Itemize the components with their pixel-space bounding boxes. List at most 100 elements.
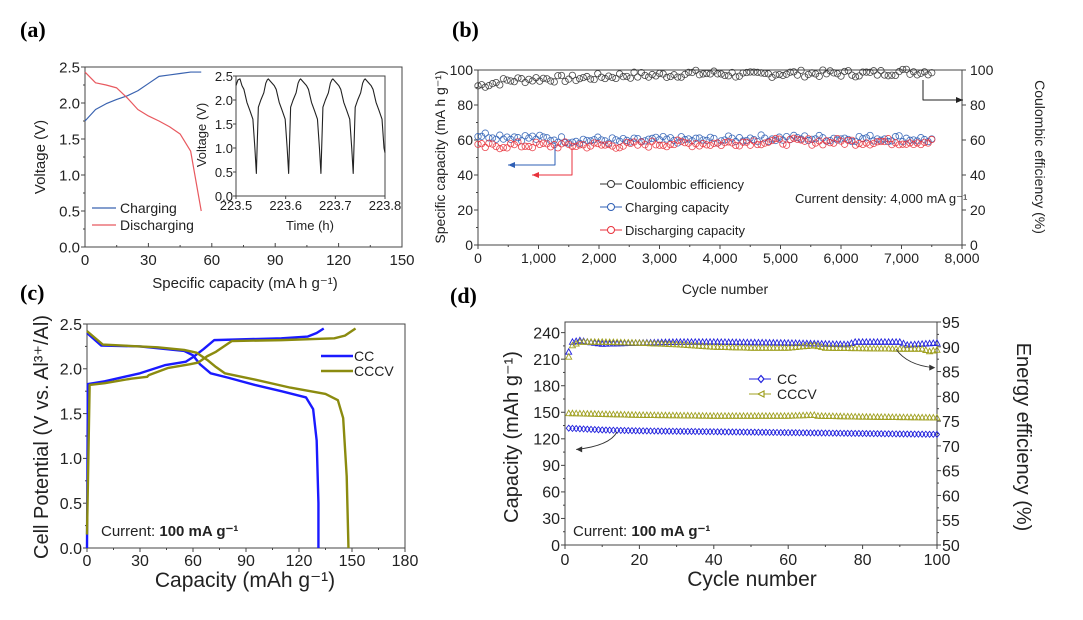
data-point [695, 142, 704, 150]
data-point [721, 136, 729, 144]
data-point [488, 140, 497, 148]
data-point [829, 339, 837, 347]
data-point [485, 82, 493, 90]
data-point [743, 411, 752, 419]
y2-tick-label: 80 [970, 97, 986, 113]
charging-arrow [508, 145, 556, 166]
data-point [877, 137, 885, 146]
x-tick-label: 90 [237, 553, 255, 570]
data-point [532, 135, 540, 143]
series-discharging-capacity [474, 134, 936, 153]
data-point [881, 413, 889, 420]
data-point [892, 337, 900, 345]
data-point [806, 341, 815, 349]
data-point [903, 413, 911, 421]
data-point [862, 139, 871, 147]
data-point [743, 136, 751, 145]
data-point [782, 70, 791, 78]
data-point [913, 139, 921, 147]
data-point [525, 75, 533, 83]
data-point [612, 74, 620, 83]
data-point [717, 343, 725, 350]
data-point [713, 70, 722, 78]
legend-label: Discharging capacity [625, 223, 745, 238]
inset-frame [235, 75, 386, 197]
data-point [631, 410, 640, 418]
data-point [896, 344, 904, 352]
data-point [830, 139, 838, 147]
data-point [928, 69, 936, 77]
chart-d: 0 20 40 60 80 100 0 30 60 90 120 150 180 210 240 50 55 60… [501, 315, 1034, 591]
data-point [663, 135, 671, 143]
data-point [648, 70, 656, 79]
data-point [761, 69, 769, 78]
data-point [676, 340, 685, 348]
y-tick-label: 20 [457, 202, 473, 218]
inset-x-tick-label: 223.7 [319, 198, 352, 213]
data-point [925, 339, 934, 347]
data-point [822, 137, 831, 145]
data-point [568, 409, 577, 417]
data-point [768, 136, 776, 145]
y-tick-label: 40 [457, 167, 473, 183]
data-point [691, 411, 699, 419]
data-point [826, 139, 834, 147]
data-point [587, 409, 595, 417]
data-point [895, 141, 903, 149]
data-point [680, 340, 688, 348]
data-point [579, 135, 587, 143]
data-point [907, 344, 915, 352]
data-point [557, 133, 566, 141]
data-point [617, 410, 625, 418]
data-point [899, 140, 907, 148]
data-point [669, 340, 677, 348]
x-axis-label: Cycle number [682, 281, 769, 297]
data-point [743, 343, 752, 351]
data-point [870, 344, 878, 352]
data-point [657, 411, 666, 419]
data-point [485, 139, 493, 147]
data-point [747, 411, 755, 419]
data-point [793, 135, 802, 143]
data-point [762, 343, 770, 351]
inset-x-tick-label: 223.8 [369, 198, 402, 213]
data-point [933, 430, 941, 439]
data-point [579, 337, 588, 345]
data-point [677, 73, 685, 81]
x-axis-label: Specific capacity (mA h g⁻¹) [152, 275, 337, 292]
data-point [873, 337, 882, 345]
x-tick-label: 30 [131, 553, 149, 570]
data-point [888, 337, 897, 345]
data-point [565, 140, 573, 149]
data-point [706, 411, 714, 419]
data-point [691, 337, 699, 345]
data-point [833, 135, 841, 143]
data-point [746, 68, 754, 76]
data-point [888, 71, 896, 79]
data-point [739, 69, 747, 77]
data-point [793, 71, 802, 79]
data-point [862, 337, 871, 345]
data-point [910, 344, 919, 352]
data-point [699, 136, 707, 144]
data-point [499, 135, 508, 143]
data-point [909, 140, 918, 149]
data-point [650, 411, 659, 419]
data-point [507, 135, 515, 143]
data-point [895, 132, 903, 140]
data-point [777, 343, 785, 351]
data-point [732, 411, 740, 419]
data-point [847, 344, 856, 352]
data-point [539, 139, 547, 147]
y-tick-label: 1.5 [59, 131, 80, 148]
data-point [713, 342, 722, 350]
data-point [663, 73, 671, 81]
data-point [692, 66, 700, 74]
data-point [583, 409, 592, 417]
data-point [601, 137, 609, 145]
data-point [645, 73, 653, 81]
data-point [753, 140, 762, 149]
data-point [750, 137, 758, 145]
y2-tick-label: 95 [942, 315, 960, 332]
y2-tick-label: 60 [942, 488, 960, 505]
